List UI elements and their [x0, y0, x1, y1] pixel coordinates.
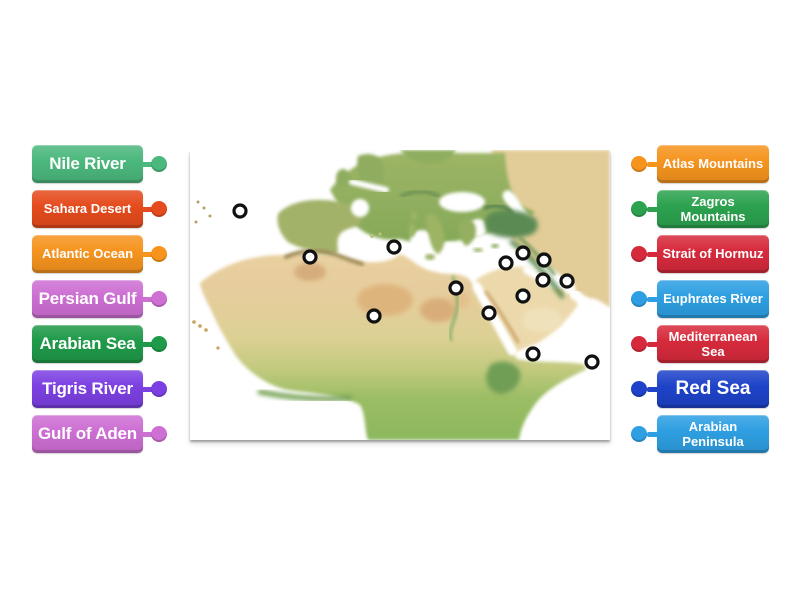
label-row-arabian-peninsula: Arabian Peninsula	[0, 415, 800, 453]
connector-line	[647, 207, 659, 212]
map-marker-0[interactable]	[232, 203, 248, 219]
gulf-of-aden-dot[interactable]	[151, 426, 167, 442]
sahara-desert-dot[interactable]	[151, 201, 167, 217]
label-strait-of-hormuz[interactable]: Strait of Hormuz	[657, 235, 769, 273]
map-marker-9[interactable]	[515, 288, 531, 304]
map-marker-12[interactable]	[525, 346, 541, 362]
connector-line	[647, 297, 659, 302]
strait-of-hormuz-dot[interactable]	[631, 246, 647, 262]
nile-river-dot[interactable]	[151, 156, 167, 172]
map-marker-3[interactable]	[498, 255, 514, 271]
map-marker-2[interactable]	[386, 239, 402, 255]
connector-line	[647, 162, 659, 167]
label-gulf-of-aden[interactable]: Gulf of Aden	[32, 415, 143, 453]
map-marker-13[interactable]	[584, 354, 600, 370]
connector-line	[141, 207, 153, 212]
map-marker-4[interactable]	[515, 245, 531, 261]
arabian-sea-dot[interactable]	[151, 336, 167, 352]
connector-line	[647, 342, 659, 347]
label-arabian-peninsula[interactable]: Arabian Peninsula	[657, 415, 769, 453]
connector-line	[141, 162, 153, 167]
label-sahara-desert[interactable]: Sahara Desert	[32, 190, 143, 228]
map-marker-1[interactable]	[302, 249, 318, 265]
connector-line	[141, 297, 153, 302]
connector-line	[141, 252, 153, 257]
label-euphrates-river[interactable]: Euphrates River	[657, 280, 769, 318]
label-row-gulf-of-aden: Gulf of Aden	[0, 415, 800, 453]
label-row-atlas-mountains: Atlas Mountains	[0, 145, 800, 183]
label-nile-river[interactable]: Nile River	[32, 145, 143, 183]
terrain-layers	[192, 150, 610, 440]
label-row-arabian-sea: Arabian Sea	[0, 325, 800, 363]
label-row-tigris-river: Tigris River	[0, 370, 800, 408]
label-zagros-mountains[interactable]: Zagros Mountains	[657, 190, 769, 228]
zagros-mountains-dot[interactable]	[631, 201, 647, 217]
label-row-mediterranean-sea: Mediterranean Sea	[0, 325, 800, 363]
connector-line	[647, 432, 659, 437]
label-persian-gulf[interactable]: Persian Gulf	[32, 280, 143, 318]
label-atlas-mountains[interactable]: Atlas Mountains	[657, 145, 769, 183]
arabian-peninsula-dot[interactable]	[631, 426, 647, 442]
atlantic-ocean-dot[interactable]	[151, 246, 167, 262]
label-row-euphrates-river: Euphrates River	[0, 280, 800, 318]
tigris-river-dot[interactable]	[151, 381, 167, 397]
map-marker-8[interactable]	[448, 280, 464, 296]
connector-line	[647, 387, 659, 392]
label-atlantic-ocean[interactable]: Atlantic Ocean	[32, 235, 143, 273]
label-row-zagros-mountains: Zagros Mountains	[0, 190, 800, 228]
label-row-strait-of-hormuz: Strait of Hormuz	[0, 235, 800, 273]
red-sea-dot[interactable]	[631, 381, 647, 397]
euphrates-river-dot[interactable]	[631, 291, 647, 307]
mediterranean-sea-dot[interactable]	[631, 336, 647, 352]
map-marker-6[interactable]	[535, 272, 551, 288]
label-row-atlantic-ocean: Atlantic Ocean	[0, 235, 800, 273]
connector-line	[141, 432, 153, 437]
persian-gulf-dot[interactable]	[151, 291, 167, 307]
label-red-sea[interactable]: Red Sea	[657, 370, 769, 408]
map-marker-5[interactable]	[536, 252, 552, 268]
map-image	[190, 150, 610, 440]
label-row-persian-gulf: Persian Gulf	[0, 280, 800, 318]
connector-line	[141, 387, 153, 392]
label-mediterranean-sea[interactable]: Mediterranean Sea	[657, 325, 769, 363]
label-arabian-sea[interactable]: Arabian Sea	[32, 325, 143, 363]
label-row-sahara-desert: Sahara Desert	[0, 190, 800, 228]
map-marker-10[interactable]	[481, 305, 497, 321]
atlas-mountains-dot[interactable]	[631, 156, 647, 172]
connector-line	[647, 252, 659, 257]
connector-line	[141, 342, 153, 347]
map-markers	[232, 203, 600, 370]
label-tigris-river[interactable]: Tigris River	[32, 370, 143, 408]
map-marker-7[interactable]	[559, 273, 575, 289]
label-row-red-sea: Red Sea	[0, 370, 800, 408]
label-row-nile-river: Nile River	[0, 145, 800, 183]
map-marker-11[interactable]	[366, 308, 382, 324]
terrain-map	[192, 150, 610, 440]
